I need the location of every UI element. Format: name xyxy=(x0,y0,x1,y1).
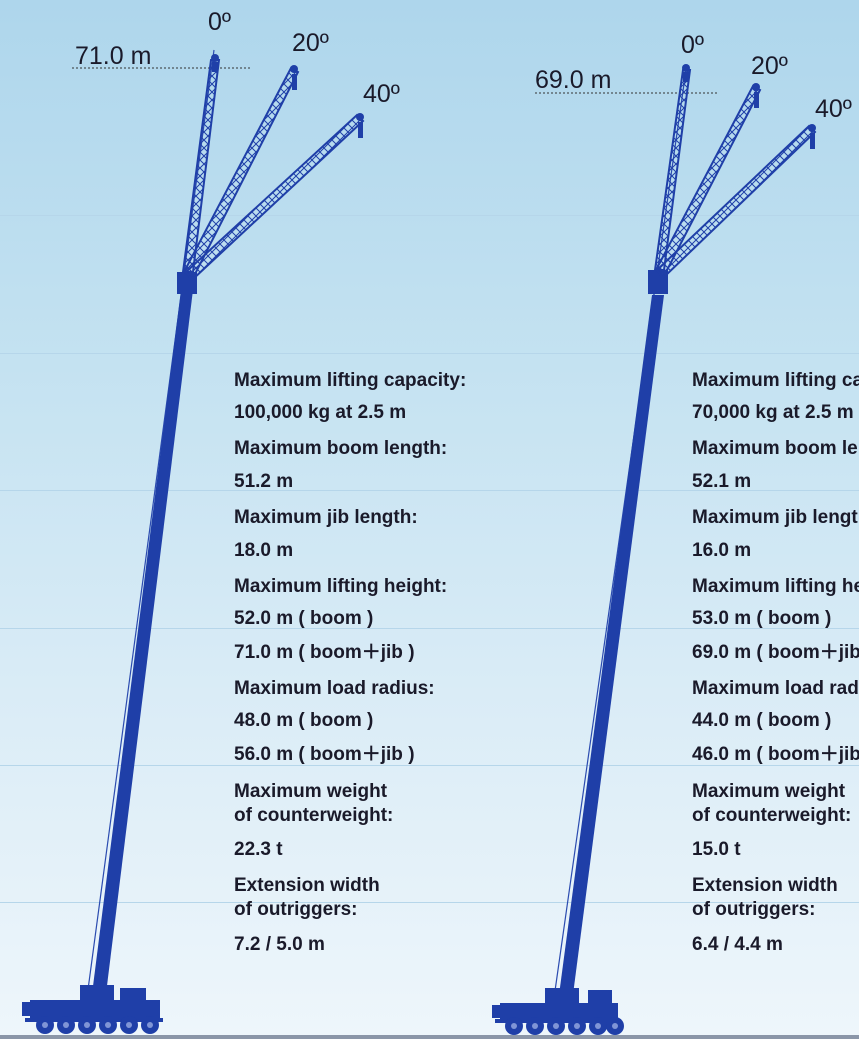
spec-line: Maximum weight xyxy=(692,782,845,801)
spec-line: Maximum load radius: xyxy=(692,679,859,698)
spec-line: Maximum jib length: xyxy=(234,508,418,527)
spec-line: Extension width xyxy=(234,876,380,895)
spec-line: 71.0 m ( boom＋jib ) xyxy=(234,643,415,662)
max-height-label: 69.0 m xyxy=(535,68,611,93)
spec-line: 53.0 m ( boom ) xyxy=(692,609,831,628)
spec-line: 56.0 m ( boom＋jib ) xyxy=(234,745,415,764)
spec-line: Maximum boom length: xyxy=(234,439,447,458)
spec-line: 48.0 m ( boom ) xyxy=(234,711,373,730)
spec-line: 51.2 m xyxy=(234,472,293,491)
angle-label-0deg: 0º xyxy=(208,10,231,35)
spec-line: Maximum jib length: xyxy=(692,508,859,527)
truck-carrier xyxy=(22,985,163,1034)
spec-line: Extension width xyxy=(692,876,838,895)
spec-line: of outriggers: xyxy=(234,900,358,919)
spec-line: 100,000 kg at 2.5 m xyxy=(234,403,406,422)
spec-line: Maximum weight xyxy=(234,782,387,801)
telescopic-boom xyxy=(90,290,193,1010)
spec-line: Maximum boom length: xyxy=(692,439,859,458)
spec-line: 70,000 kg at 2.5 m xyxy=(692,403,854,422)
spec-line: 6.4 / 4.4 m xyxy=(692,935,783,954)
spec-line: 16.0 m xyxy=(692,541,751,560)
spec-line: 46.0 m ( boom＋jib ) xyxy=(692,745,859,764)
spec-list-crane-1: Maximum lifting capacity: 100,000 kg at … xyxy=(234,0,494,1039)
max-height-label: 71.0 m xyxy=(75,44,151,69)
spec-line: Maximum lifting capacity: xyxy=(692,371,859,390)
spec-line: of counterweight: xyxy=(234,806,393,825)
spec-line: 22.3 t xyxy=(234,840,283,859)
spec-line: Maximum lifting capacity: xyxy=(234,371,466,390)
spec-line: Maximum load radius: xyxy=(234,679,435,698)
truck-carrier xyxy=(492,988,624,1035)
spec-line: of outriggers: xyxy=(692,900,816,919)
spec-line: Maximum lifting height: xyxy=(692,577,859,596)
spec-line: 52.1 m xyxy=(692,472,751,491)
spec-line: 69.0 m ( boom＋jib ) xyxy=(692,643,859,662)
spec-list-crane-2: Maximum lifting capacity: 70,000 kg at 2… xyxy=(692,0,859,1039)
spec-line: of counterweight: xyxy=(692,806,851,825)
telescopic-boom xyxy=(557,295,664,1010)
spec-line: 18.0 m xyxy=(234,541,293,560)
spec-line: 7.2 / 5.0 m xyxy=(234,935,325,954)
spec-line: 44.0 m ( boom ) xyxy=(692,711,831,730)
spec-line: 52.0 m ( boom ) xyxy=(234,609,373,628)
spec-line: 15.0 t xyxy=(692,840,741,859)
spec-line: Maximum lifting height: xyxy=(234,577,447,596)
ground-line xyxy=(0,1035,859,1039)
